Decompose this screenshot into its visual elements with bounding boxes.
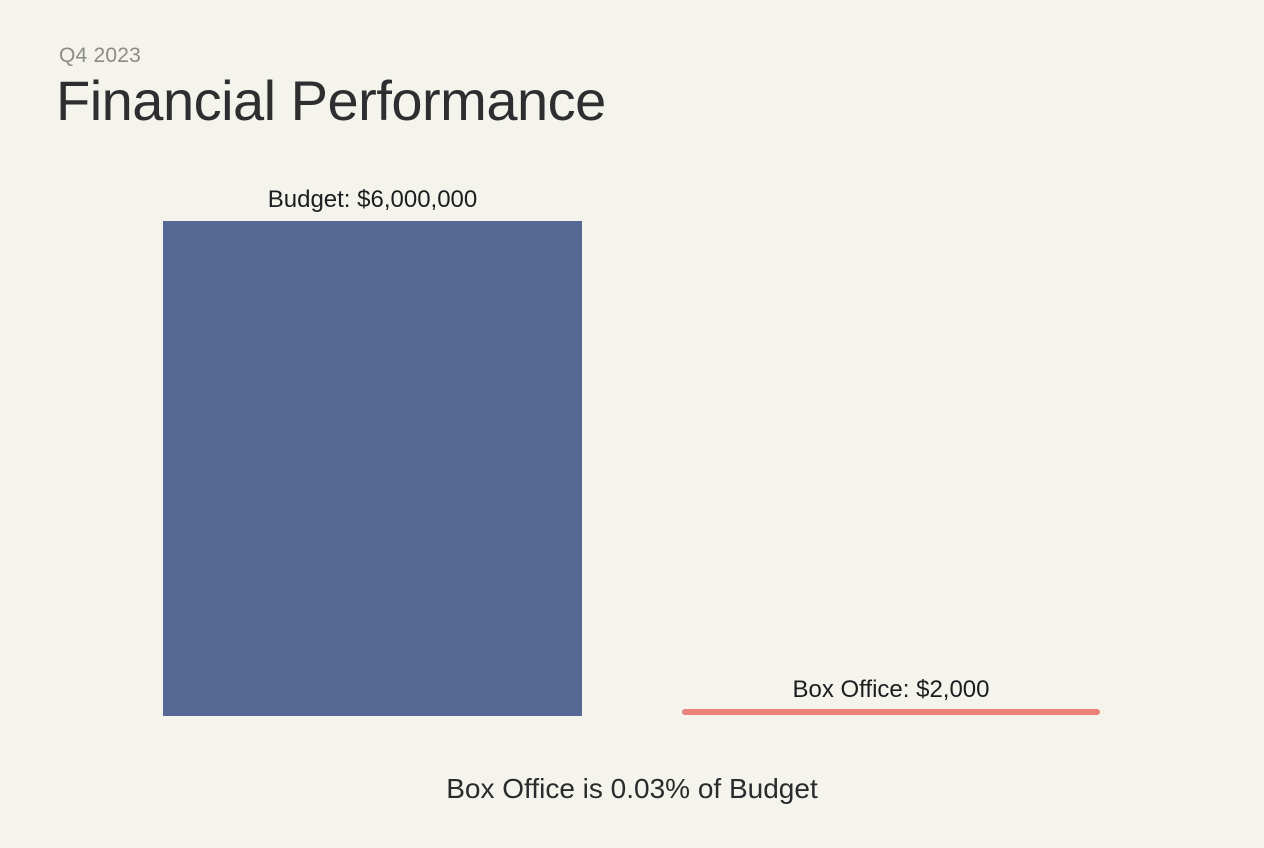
box-office-bar-label: Box Office: $2,000	[792, 676, 990, 703]
budget-bar	[163, 221, 582, 716]
box-office-bar	[682, 709, 1100, 715]
chart-caption: Box Office is 0.03% of Budget	[446, 773, 818, 804]
slide-kicker: Q4 2023	[59, 44, 141, 67]
budget-bar-label: Budget: $6,000,000	[267, 186, 478, 213]
page-title: Financial Performance	[56, 69, 606, 132]
